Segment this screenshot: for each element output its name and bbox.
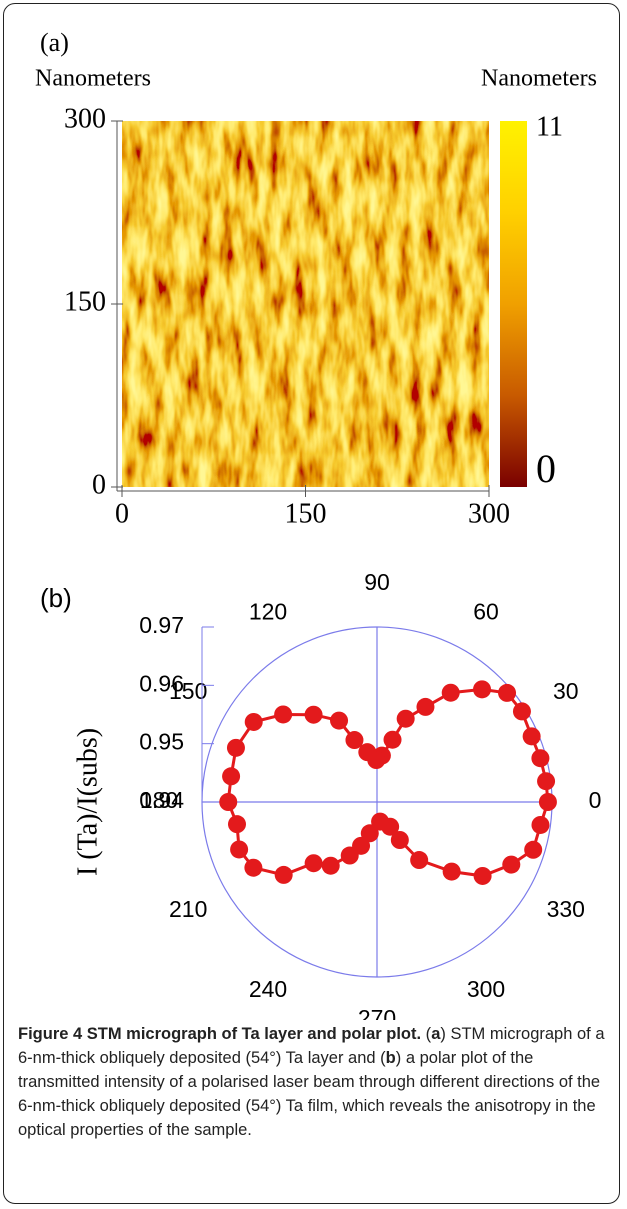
- data-point: [304, 854, 323, 873]
- theta-tick-label: 120: [249, 598, 287, 624]
- data-point: [531, 815, 550, 834]
- data-point: [396, 709, 415, 728]
- colorbar-tick-label: 0: [536, 446, 556, 491]
- colorbar-label: Nanometers: [481, 66, 597, 92]
- data-point: [274, 865, 293, 884]
- r-tick-label: 0.97: [139, 612, 184, 638]
- data-point: [222, 767, 241, 786]
- data-point: [524, 840, 543, 859]
- data-point: [442, 862, 461, 881]
- data-point: [230, 840, 249, 859]
- theta-tick-label: 180: [140, 787, 178, 813]
- data-point: [244, 712, 263, 731]
- caption-text: (: [421, 1025, 432, 1043]
- data-point: [522, 727, 541, 746]
- data-point: [498, 683, 517, 702]
- data-point: [274, 705, 293, 724]
- data-point: [321, 856, 340, 875]
- data-point: [227, 815, 246, 834]
- data-point: [473, 680, 492, 699]
- data-point: [416, 697, 435, 716]
- theta-tick-label: 90: [364, 569, 390, 595]
- data-point: [502, 855, 521, 874]
- data-point: [330, 711, 349, 730]
- panel-label: (b): [40, 583, 72, 613]
- theta-tick-label: 150: [169, 678, 207, 704]
- y-tick-label: 150: [64, 286, 106, 317]
- data-point: [219, 793, 238, 811]
- theta-tick-label: 0: [589, 787, 602, 813]
- caption-text: ) STM micrograph of a 6-nm-thick oblique…: [18, 1025, 605, 1067]
- theta-tick-label: 210: [169, 896, 207, 922]
- y-axis-label: Nanometers: [35, 66, 151, 92]
- data-point: [383, 730, 402, 749]
- data-point: [473, 866, 492, 885]
- theta-tick-label: 60: [473, 598, 499, 624]
- data-point: [345, 731, 364, 750]
- data-point: [531, 749, 550, 768]
- stm-image: [122, 121, 489, 487]
- r-tick-label: 0.94: [139, 787, 184, 813]
- theta-tick-label: 330: [547, 896, 585, 922]
- theta-tick-label: 240: [249, 976, 287, 1002]
- data-point: [537, 772, 556, 791]
- x-tick-label: 300: [468, 498, 510, 529]
- x-tick-label: 150: [285, 498, 327, 529]
- data-point: [390, 831, 409, 850]
- theta-tick-label: 300: [467, 976, 505, 1002]
- y-axis-label: I (Ta)/I(subs): [72, 728, 103, 876]
- figure: (a) Nanometers Nanometers I (Ta)/I(subs)…: [35, 28, 602, 1020]
- x-tick-label: 0: [115, 498, 129, 529]
- caption-text: a: [431, 1025, 441, 1043]
- caption-text: b: [385, 1049, 396, 1067]
- colorbar: [500, 121, 527, 487]
- data-point: [381, 817, 400, 836]
- data-point: [360, 824, 379, 843]
- y-tick-label: 0: [92, 469, 106, 500]
- panel-label: (a): [40, 28, 69, 57]
- data-point: [352, 836, 371, 855]
- caption: Figure 4 STM micrograph of Ta layer and …: [18, 1022, 614, 1142]
- r-tick-label: 0.96: [139, 670, 184, 696]
- caption-text: ) a polar plot of the transmitted intens…: [18, 1049, 601, 1139]
- data-point: [244, 858, 263, 877]
- theta-tick-label: 30: [553, 678, 579, 704]
- data-point: [538, 793, 557, 811]
- r-tick-label: 0.95: [139, 729, 184, 755]
- y-tick-label: 300: [64, 103, 106, 134]
- data-point: [410, 851, 429, 870]
- colorbar-tick-label: 11: [536, 111, 563, 142]
- figure-frame: [3, 3, 620, 1204]
- theta-tick-label: 270: [358, 1005, 396, 1020]
- data-point: [358, 743, 377, 762]
- caption-title: Figure 4 STM micrograph of Ta layer and …: [18, 1025, 422, 1043]
- data-point: [226, 738, 245, 757]
- data-point: [304, 705, 323, 724]
- data-point: [512, 702, 531, 721]
- data-point: [441, 683, 460, 702]
